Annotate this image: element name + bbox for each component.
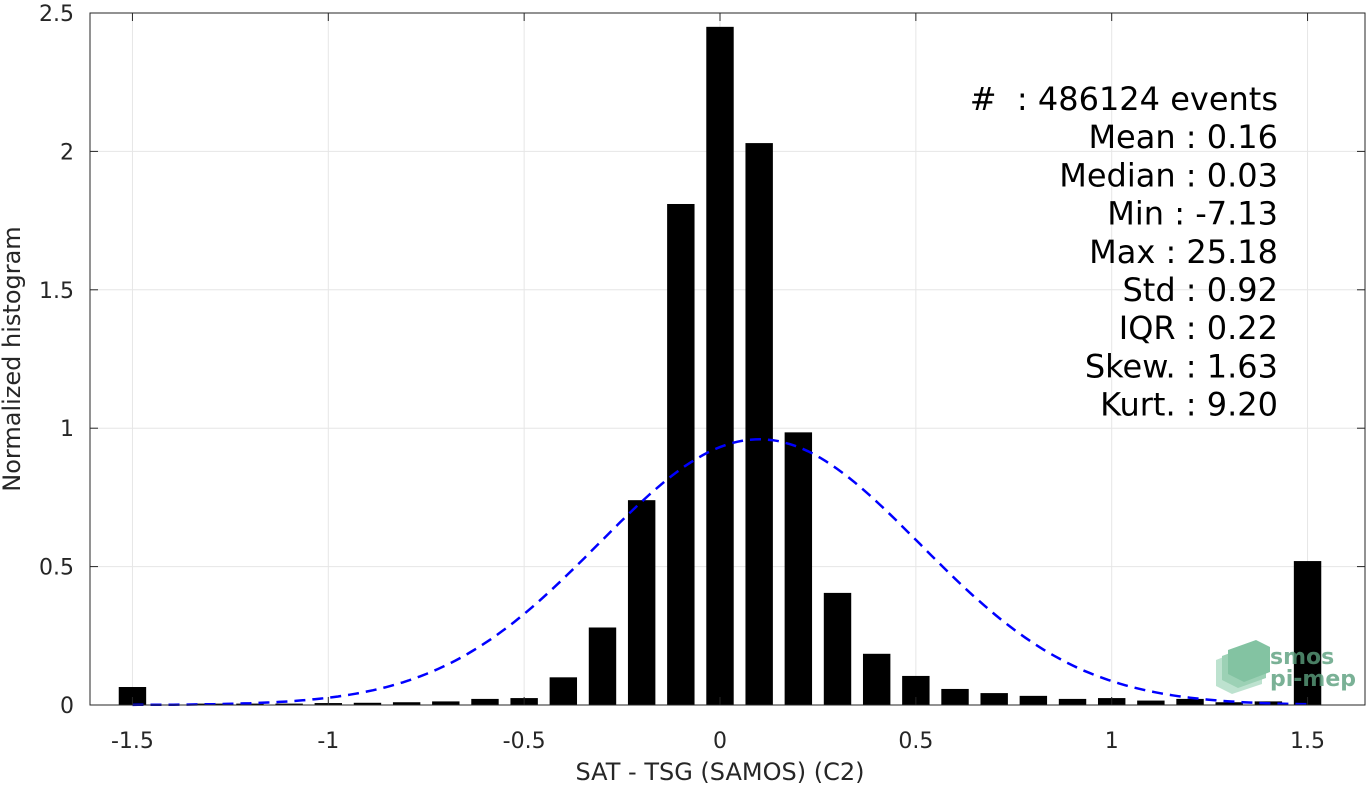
x-tick-labels: -1.5 -1 -0.5 0 0.5 1 1.5 bbox=[111, 729, 1325, 754]
histogram-bar bbox=[549, 677, 578, 705]
histogram-bar bbox=[862, 653, 891, 705]
histogram-bar bbox=[118, 687, 147, 705]
histogram-bar bbox=[1019, 695, 1048, 705]
histogram-bar bbox=[784, 432, 813, 705]
histogram-bar bbox=[275, 703, 303, 705]
histogram-bar bbox=[1176, 698, 1204, 705]
x-tick-label: 1 bbox=[1105, 729, 1119, 754]
y-tick-label: 0 bbox=[60, 694, 74, 719]
histogram-bar bbox=[627, 500, 656, 705]
histogram-bar bbox=[980, 693, 1008, 705]
histogram-bar bbox=[745, 143, 773, 705]
axes-frame bbox=[89, 12, 1366, 706]
histogram-bar bbox=[392, 702, 421, 705]
logo-mark-icon bbox=[1216, 640, 1270, 694]
y-tick-label: 0.5 bbox=[39, 556, 74, 581]
stat-line: Kurt. : 9.20 bbox=[1100, 386, 1278, 424]
axes-box bbox=[89, 12, 1366, 706]
x-tick-label: -1.5 bbox=[111, 729, 154, 754]
histogram-bar bbox=[588, 627, 617, 705]
histogram-bar bbox=[432, 701, 460, 705]
x-tick-label: 0.5 bbox=[898, 729, 933, 754]
stat-line: Std : 0.92 bbox=[1122, 271, 1278, 309]
smos-pimep-logo: smos pi-mep bbox=[1216, 640, 1356, 694]
x-tick-label: -0.5 bbox=[503, 729, 546, 754]
bars bbox=[118, 26, 1322, 705]
x-tick-label: 1.5 bbox=[1290, 729, 1325, 754]
stat-line: Median : 0.03 bbox=[1059, 156, 1278, 194]
histogram-bar bbox=[1058, 698, 1087, 705]
y-tick-label: 1 bbox=[60, 417, 74, 442]
histogram-bar bbox=[706, 26, 734, 705]
x-tick-label: -1 bbox=[317, 729, 339, 754]
histogram-bar bbox=[667, 203, 695, 705]
histogram-bar bbox=[1215, 702, 1243, 705]
y-tick-label: 2 bbox=[60, 140, 74, 165]
stat-line: IQR : 0.22 bbox=[1119, 309, 1278, 347]
y-axis-label: Normalized histogram bbox=[0, 226, 26, 491]
histogram-bar bbox=[1293, 561, 1322, 705]
histogram-bar bbox=[353, 702, 382, 705]
histogram-bar bbox=[471, 698, 499, 705]
x-axis-label: SAT - TSG (SAMOS) (C2) bbox=[576, 758, 865, 785]
y-tick-labels: 0 0.5 1 1.5 2 2.5 bbox=[39, 2, 74, 719]
stat-line: # : 486124 events bbox=[970, 80, 1278, 118]
stat-line: Min : -7.13 bbox=[1107, 195, 1278, 233]
histogram-bar bbox=[941, 688, 969, 705]
logo-text-pimep: pi-mep bbox=[1270, 667, 1356, 692]
y-tick-label: 1.5 bbox=[39, 279, 74, 304]
logo-text-smos: smos bbox=[1270, 645, 1334, 670]
y-tick-label: 2.5 bbox=[39, 2, 74, 27]
stat-line: Max : 25.18 bbox=[1089, 233, 1278, 271]
stat-line: Skew. : 1.63 bbox=[1085, 347, 1278, 385]
normal-fit-curve bbox=[132, 438, 1308, 707]
histogram-bar bbox=[823, 592, 852, 705]
x-tick-label: 0 bbox=[713, 729, 727, 754]
stat-line: Mean : 0.16 bbox=[1088, 118, 1278, 156]
histogram-bar bbox=[1137, 700, 1165, 705]
